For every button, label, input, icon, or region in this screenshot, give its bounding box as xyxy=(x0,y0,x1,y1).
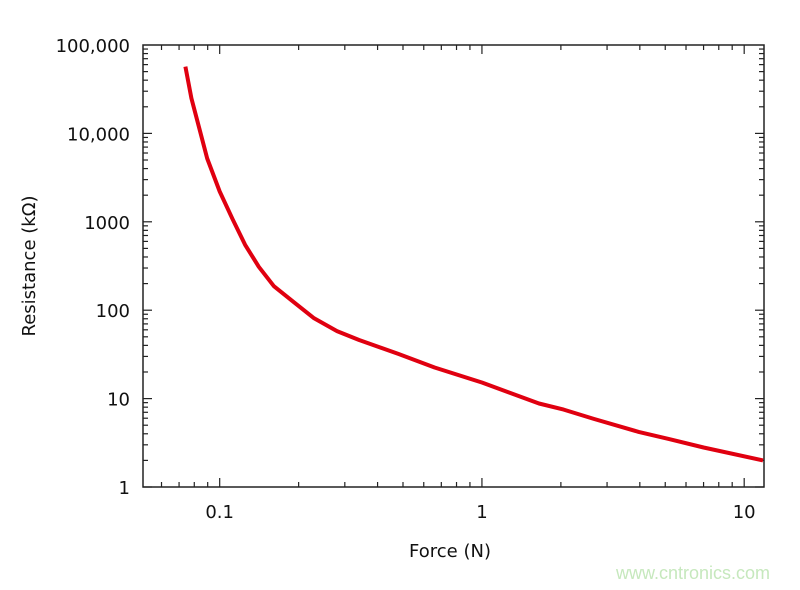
x-tick-labels: 0.1 1 10 xyxy=(205,502,755,523)
y-tick-label: 100,000 xyxy=(56,36,130,57)
x-tick-label: 0.1 xyxy=(205,502,234,523)
series-lines xyxy=(183,66,764,463)
y-tick-label: 10,000 xyxy=(67,124,130,145)
y-tick-labels: 1 10 100 1000 10,000 100,000 xyxy=(56,36,130,499)
x-axis-title: Force (N) xyxy=(409,541,491,562)
series-line xyxy=(183,66,764,463)
y-tick-label: 100 xyxy=(96,301,130,322)
y-tick-label: 10 xyxy=(107,390,130,411)
y-axis-title: Resistance (kΩ) xyxy=(19,196,40,337)
y-tick-label: 1000 xyxy=(84,213,130,234)
axis-ticks xyxy=(143,45,764,488)
x-tick-label: 1 xyxy=(476,502,487,523)
watermark: www.cntronics.com xyxy=(616,563,771,583)
x-tick-label: 10 xyxy=(733,502,756,523)
plot-frame xyxy=(142,44,765,488)
y-tick-label: 1 xyxy=(119,478,130,499)
